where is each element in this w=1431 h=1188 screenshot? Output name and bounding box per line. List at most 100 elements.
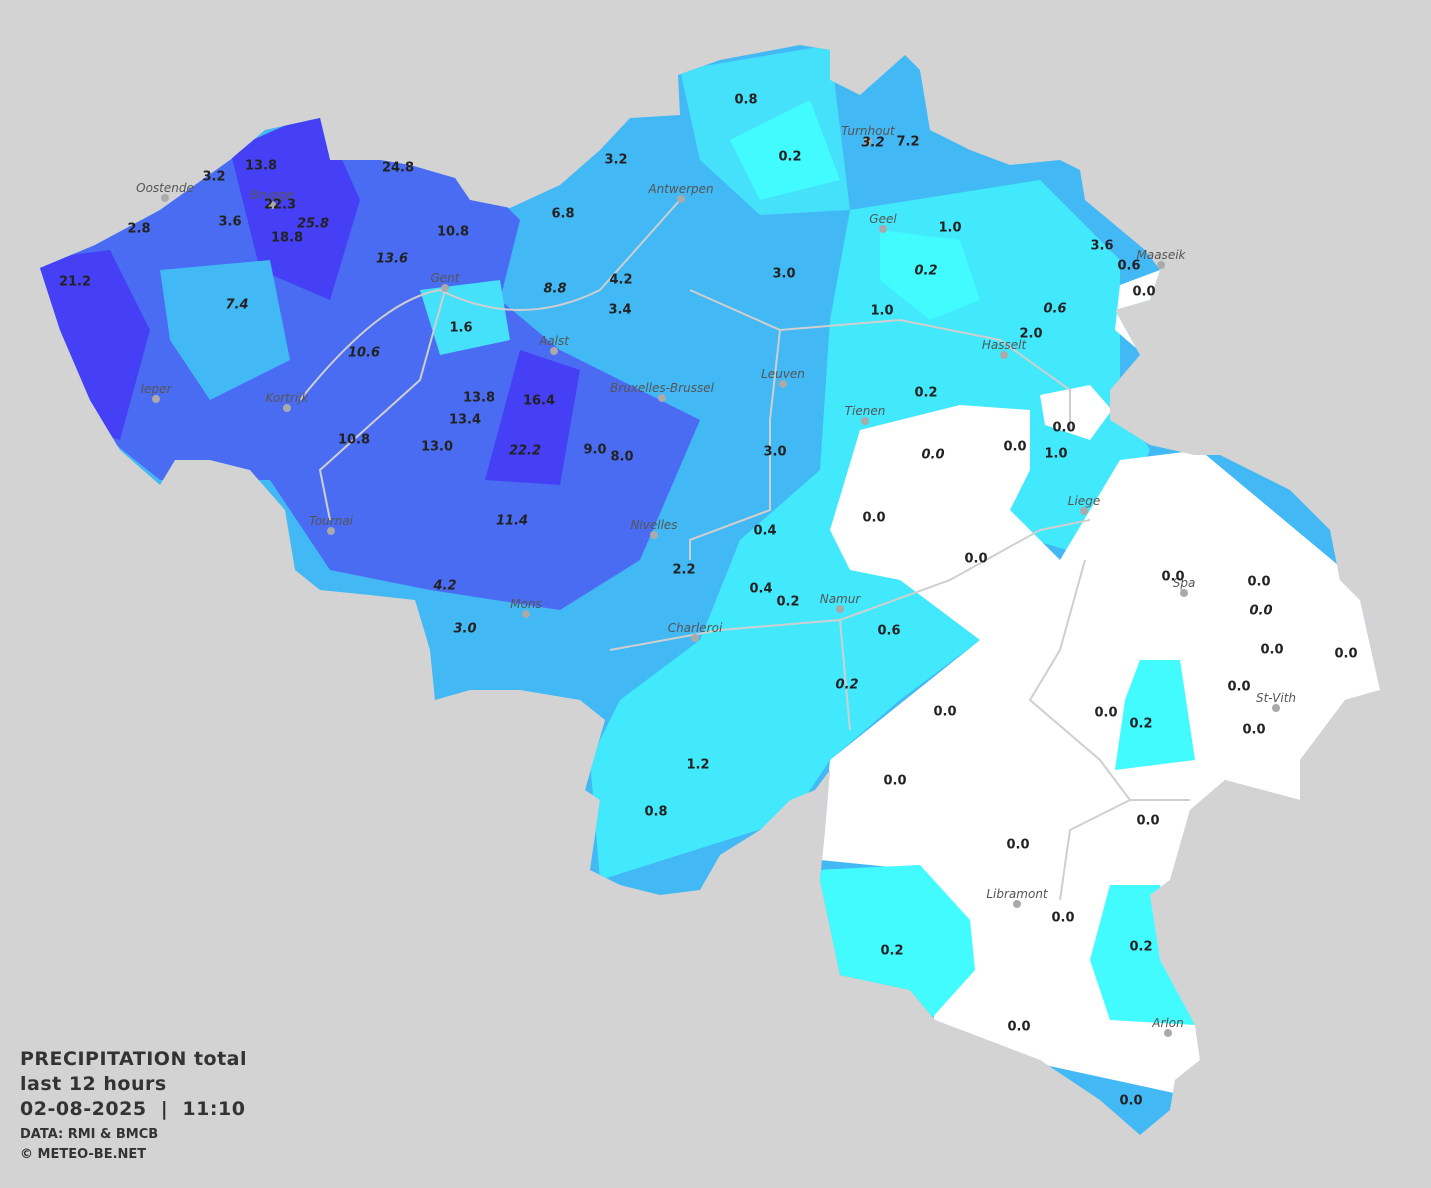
- reading: 8.8: [543, 282, 566, 297]
- city-dot: [1013, 900, 1021, 908]
- reading: 3.0: [772, 267, 795, 282]
- reading: 1.2: [686, 758, 709, 773]
- reading: 22.2: [509, 444, 541, 459]
- reading: 7.4: [225, 298, 248, 313]
- reading: 0.0: [964, 552, 987, 567]
- city-dot: [864, 137, 872, 145]
- reading: 13.0: [421, 440, 453, 455]
- city-dot: [779, 380, 787, 388]
- reading: 0.0: [1242, 723, 1265, 738]
- reading: 11.4: [496, 514, 528, 529]
- city-dot: [550, 347, 558, 355]
- reading: 0.0: [1094, 706, 1117, 721]
- reading: 3.6: [1090, 239, 1113, 254]
- reading: 3.0: [453, 622, 476, 637]
- reading: 3.4: [608, 303, 631, 318]
- reading: 0.0: [1007, 1020, 1030, 1035]
- zone-dry: [1040, 385, 1112, 440]
- reading: 0.0: [1161, 570, 1184, 585]
- city-name: Turnhout: [841, 124, 896, 138]
- city-name: Liege: [1068, 494, 1100, 508]
- reading: 0.8: [734, 93, 757, 108]
- city-name: Tournai: [309, 514, 354, 528]
- reading: 0.0: [1132, 285, 1155, 300]
- reading: 0.0: [1260, 643, 1283, 658]
- city-dot: [161, 194, 169, 202]
- city-dot: [879, 225, 887, 233]
- reading: 0.2: [880, 944, 903, 959]
- credit: © METEO-BE.NET: [20, 1147, 146, 1162]
- reading: 1.0: [870, 304, 893, 319]
- city-name: Oostende: [136, 181, 194, 195]
- reading: 0.4: [753, 524, 776, 539]
- reading: 8.0: [610, 450, 633, 465]
- zone-lighter: [730, 100, 840, 200]
- city-name: Spa: [1173, 576, 1196, 590]
- city-name: Antwerpen: [647, 182, 713, 196]
- zone-lighter: [880, 230, 980, 320]
- reading: 1.0: [938, 221, 961, 236]
- reading: 0.0: [1249, 604, 1272, 619]
- city-dot: [861, 417, 869, 425]
- reading: 3.2: [861, 136, 884, 151]
- zone-lighter: [1115, 660, 1195, 770]
- reading: 13.8: [463, 391, 495, 406]
- reading: 0.6: [1117, 259, 1140, 274]
- city-name: Ieper: [141, 382, 173, 396]
- city-name: Namur: [820, 592, 862, 606]
- reading: 0.2: [1129, 940, 1152, 955]
- reading: 0.0: [921, 448, 944, 463]
- reading: 4.2: [432, 579, 456, 594]
- reading: 0.0: [1119, 1094, 1142, 1109]
- reading: 3.6: [218, 215, 241, 230]
- reading: 10.8: [338, 433, 370, 448]
- reading: 0.0: [1136, 814, 1159, 829]
- city-name: Mons: [510, 597, 542, 611]
- city-dot: [691, 634, 699, 642]
- reading: 0.8: [644, 805, 667, 820]
- city-name: Libramont: [986, 887, 1049, 901]
- reading: 24.8: [382, 161, 414, 176]
- reading: 0.0: [1006, 838, 1029, 853]
- city-dot: [1180, 589, 1188, 597]
- reading: 0.0: [1227, 680, 1250, 695]
- city-dot: [152, 395, 160, 403]
- city-dot: [441, 284, 449, 292]
- reading: 0.0: [1003, 440, 1026, 455]
- reading: 2.2: [672, 563, 695, 578]
- city-dot: [1080, 507, 1088, 515]
- reading: 0.0: [1051, 911, 1074, 926]
- city-dot: [268, 201, 276, 209]
- reading: 13.4: [449, 413, 481, 428]
- reading: 0.0: [1334, 647, 1357, 662]
- reading: 0.2: [776, 595, 799, 610]
- city-name: Charleroi: [668, 621, 723, 635]
- reading: 0.6: [877, 624, 900, 639]
- city-dot: [1164, 1029, 1172, 1037]
- reading: 2.0: [1019, 327, 1042, 342]
- city-dot: [658, 394, 666, 402]
- reading: 0.2: [1129, 717, 1152, 732]
- reading: 0.0: [933, 705, 956, 720]
- city-dot: [283, 404, 291, 412]
- reading: 1.0: [1044, 447, 1067, 462]
- city-dot: [522, 610, 530, 618]
- reading: 0.2: [914, 264, 937, 279]
- reading: 0.2: [778, 150, 801, 165]
- city-name: Geel: [869, 212, 897, 226]
- city-name: Hasselt: [982, 338, 1028, 352]
- city-dot: [327, 527, 335, 535]
- reading: 10.8: [437, 225, 469, 240]
- reading: 0.0: [1052, 421, 1075, 436]
- city-name: Arlon: [1151, 1016, 1183, 1030]
- title-line: PRECIPITATION total: [20, 1048, 247, 1070]
- reading: 7.2: [896, 135, 919, 150]
- zone-max: [485, 350, 580, 485]
- city-name: Gent: [431, 271, 461, 285]
- reading: 0.0: [883, 774, 906, 789]
- city-name: St-Vith: [1256, 691, 1296, 705]
- title-line: last 12 hours: [20, 1073, 167, 1095]
- reading: 4.2: [609, 273, 632, 288]
- city-name: Nivelles: [630, 518, 677, 532]
